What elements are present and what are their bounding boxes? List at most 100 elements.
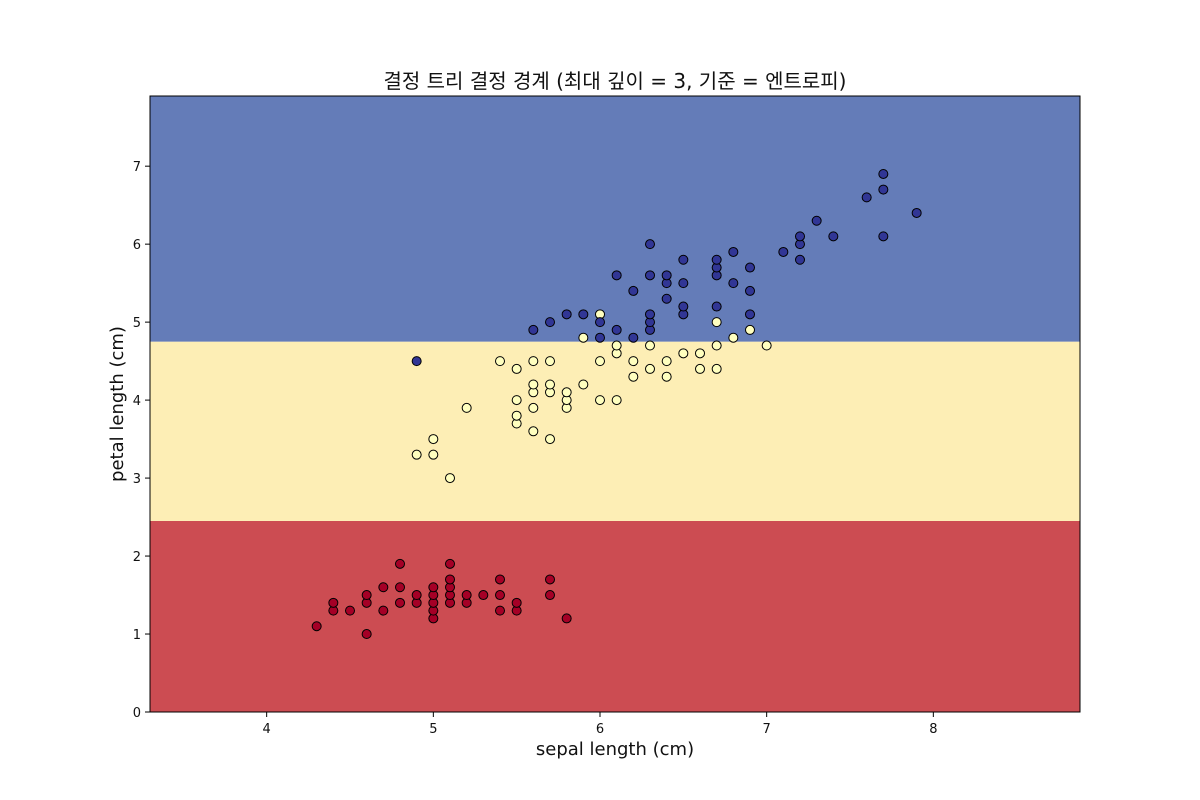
data-point-class-0	[561, 613, 572, 624]
data-point-class-2	[611, 270, 622, 281]
plot-frame	[149, 95, 1081, 713]
data-point-class-2	[678, 254, 689, 265]
data-point-class-2	[778, 246, 789, 257]
data-point-class-0	[495, 590, 505, 601]
y-axis-ticks: 0 1 2 3 4 5 6 7	[133, 160, 150, 721]
data-point-class-2	[595, 317, 605, 328]
y-tick-label: 7	[133, 160, 141, 175]
data-point-class-1	[611, 395, 622, 406]
data-point-class-2	[711, 301, 722, 312]
y-tick-label: 2	[133, 550, 141, 565]
data-point-class-0	[328, 597, 339, 608]
data-point-class-0	[361, 590, 372, 601]
data-point-class-1	[695, 363, 705, 374]
data-point-class-2	[828, 231, 839, 242]
decision-regions	[150, 96, 1080, 712]
data-point-class-1	[761, 340, 772, 351]
data-point-class-2	[528, 324, 539, 335]
x-tick-label: 5	[429, 722, 437, 737]
data-point-class-1	[711, 363, 722, 374]
data-point-class-1	[595, 395, 605, 406]
data-point-class-0	[478, 590, 489, 601]
y-tick-label: 3	[133, 472, 141, 487]
data-point-class-1	[645, 340, 655, 351]
data-point-class-0	[378, 582, 389, 593]
data-point-class-1	[545, 434, 555, 445]
data-point-class-2	[911, 207, 922, 218]
data-point-class-2	[628, 285, 639, 296]
data-point-class-2	[678, 301, 689, 312]
data-point-class-0	[361, 629, 372, 640]
data-point-class-0	[461, 590, 472, 601]
data-point-class-1	[578, 379, 589, 390]
x-axis-label: sepal length (cm)	[536, 739, 694, 760]
data-point-class-1	[711, 340, 722, 351]
y-tick-label: 0	[133, 706, 141, 721]
decision-region-0	[150, 520, 1080, 712]
data-points	[311, 168, 922, 640]
data-point-class-2	[878, 231, 889, 242]
data-point-class-0	[445, 558, 455, 569]
data-point-class-2	[595, 332, 605, 343]
data-point-class-2	[611, 324, 622, 335]
data-point-class-2	[811, 215, 822, 226]
x-tick-label: 8	[929, 722, 937, 737]
data-point-class-0	[495, 605, 505, 616]
data-point-class-1	[495, 356, 505, 367]
x-tick-label: 4	[263, 722, 271, 737]
data-point-class-0	[445, 574, 455, 585]
y-axis-label: petal length (cm)	[107, 326, 128, 482]
data-point-class-1	[428, 434, 439, 445]
data-point-class-1	[728, 332, 739, 343]
data-point-class-2	[728, 278, 739, 289]
y-tick-label: 5	[133, 316, 141, 331]
data-point-class-2	[861, 192, 872, 203]
data-point-class-0	[428, 582, 439, 593]
data-point-class-2	[795, 254, 805, 265]
data-point-class-2	[661, 270, 672, 281]
data-point-class-2	[745, 262, 755, 273]
data-point-class-2	[645, 309, 655, 320]
data-point-class-1	[611, 340, 622, 351]
data-point-class-1	[628, 371, 639, 382]
x-axis-ticks: 4 5 6 7 8	[263, 712, 937, 737]
chart-title: 결정 트리 결정 경계 (최대 깊이 = 3, 기준 = 엔트로피)	[384, 69, 847, 93]
data-point-class-1	[528, 426, 539, 437]
data-point-class-2	[545, 317, 555, 328]
data-point-class-0	[411, 590, 422, 601]
data-point-class-2	[878, 184, 889, 195]
data-point-class-0	[395, 558, 405, 569]
y-tick-label: 1	[133, 628, 141, 643]
data-point-class-1	[645, 363, 655, 374]
decision-region-1	[150, 341, 1080, 521]
data-point-class-1	[661, 371, 672, 382]
data-point-class-0	[395, 597, 405, 608]
data-point-class-1	[511, 410, 522, 421]
x-tick-label: 6	[596, 722, 604, 737]
data-point-class-2	[628, 332, 639, 343]
data-point-class-0	[495, 574, 505, 585]
data-point-class-2	[645, 239, 655, 250]
data-point-class-0	[311, 621, 322, 632]
data-point-class-2	[728, 246, 739, 257]
data-point-class-2	[878, 168, 889, 179]
data-point-class-1	[445, 473, 455, 484]
data-point-class-2	[561, 309, 572, 320]
data-point-class-2	[795, 231, 805, 242]
data-point-class-1	[561, 387, 572, 398]
data-point-class-0	[378, 605, 389, 616]
data-point-class-1	[511, 395, 522, 406]
data-point-class-1	[745, 324, 755, 335]
data-point-class-1	[661, 356, 672, 367]
data-point-class-2	[711, 254, 722, 265]
data-point-class-1	[528, 356, 539, 367]
data-point-class-0	[395, 582, 405, 593]
data-point-class-1	[428, 449, 439, 460]
data-point-class-0	[511, 597, 522, 608]
data-point-class-2	[661, 293, 672, 304]
data-point-class-0	[545, 590, 555, 601]
data-point-class-1	[528, 402, 539, 413]
x-tick-label: 7	[763, 722, 771, 737]
decision-region-2	[150, 96, 1080, 342]
